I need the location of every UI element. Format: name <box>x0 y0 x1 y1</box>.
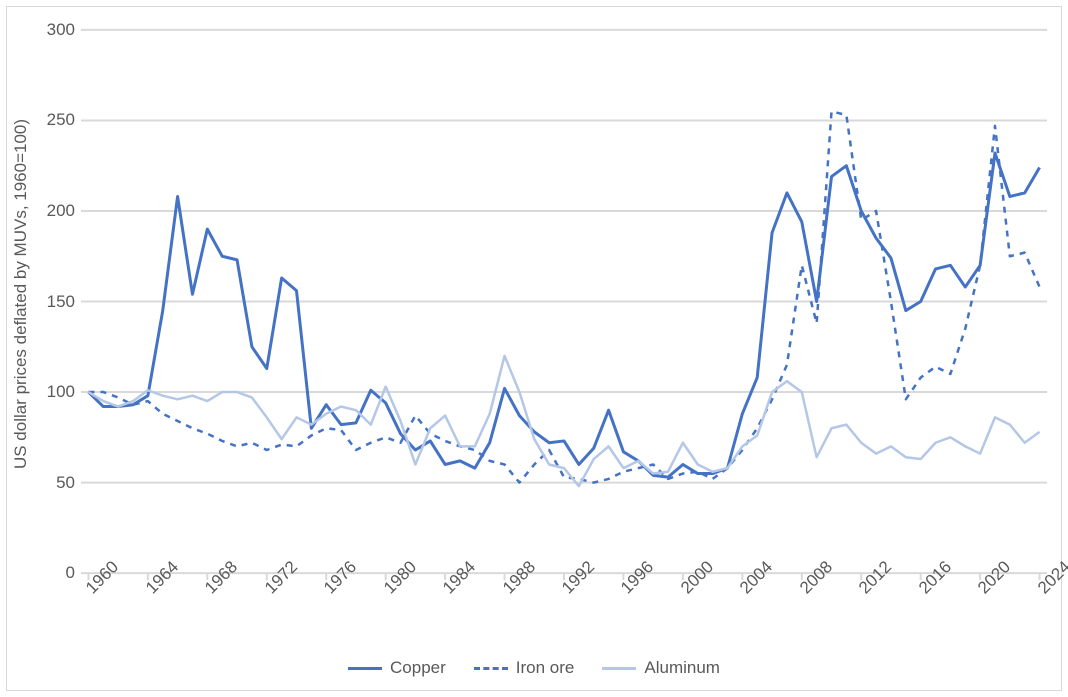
legend-label: Aluminum <box>644 658 720 678</box>
legend-swatch-icon <box>602 667 636 670</box>
plot-svg <box>81 7 1047 580</box>
y-tick-label: 250 <box>47 110 75 130</box>
legend-swatch-icon <box>348 667 382 670</box>
y-tick-label: 100 <box>47 382 75 402</box>
series-line-aluminum <box>88 356 1039 486</box>
y-tick-label: 150 <box>47 292 75 312</box>
chart-figure: US dollar prices deflated by MUVs, 1960=… <box>0 0 1068 697</box>
x-axis-labels: 1960196419681972197619801984198819921996… <box>81 580 1047 646</box>
plot-area <box>81 7 1047 580</box>
legend: Copper Iron ore Aluminum <box>7 646 1061 690</box>
y-tick-label: 50 <box>56 473 75 493</box>
chart-plot-border: US dollar prices deflated by MUVs, 1960=… <box>6 6 1062 691</box>
series-line-copper <box>88 153 1039 477</box>
y-axis-label-column: US dollar prices deflated by MUVs, 1960=… <box>7 7 35 580</box>
y-axis-label: US dollar prices deflated by MUVs, 1960=… <box>11 118 31 468</box>
y-tick-label: 0 <box>66 563 75 583</box>
y-tick-label: 300 <box>47 20 75 40</box>
legend-label: Iron ore <box>516 658 575 678</box>
y-tick-label: 200 <box>47 201 75 221</box>
legend-item-iron-ore: Iron ore <box>474 658 575 678</box>
legend-item-copper: Copper <box>348 658 446 678</box>
x-axis-spacer <box>7 580 81 646</box>
series-line-iron-ore <box>88 111 1039 482</box>
y-axis-ticks-column: 0 50 100 150 200 250 300 <box>35 7 81 580</box>
legend-label: Copper <box>390 658 446 678</box>
chart-plot-row: US dollar prices deflated by MUVs, 1960=… <box>7 7 1061 580</box>
legend-item-aluminum: Aluminum <box>602 658 720 678</box>
x-axis-row: 1960196419681972197619801984198819921996… <box>7 580 1061 646</box>
legend-swatch-icon <box>474 667 508 670</box>
